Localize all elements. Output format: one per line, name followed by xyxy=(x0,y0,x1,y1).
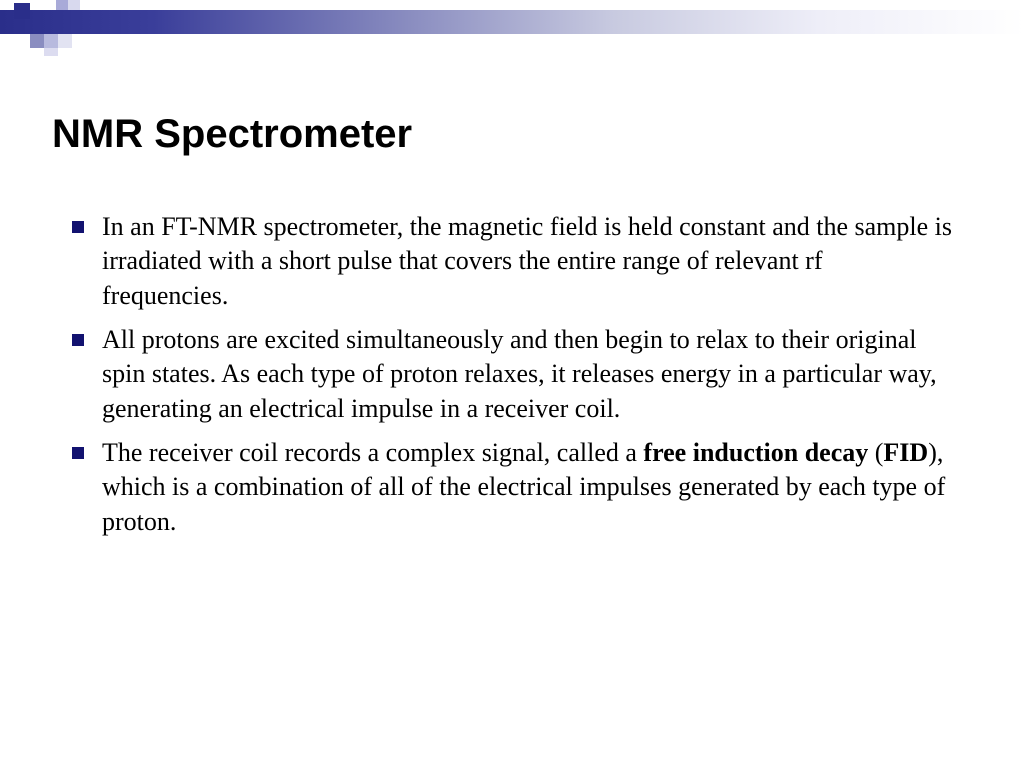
bullet-square-icon xyxy=(72,334,84,346)
decor-square xyxy=(44,34,58,48)
bullet-square-icon xyxy=(72,447,84,459)
decor-square xyxy=(68,0,80,10)
slide-body: In an FT-NMR spectrometer, the magnetic … xyxy=(72,210,952,549)
bullet-item: The receiver coil records a complex sign… xyxy=(72,436,952,539)
bullet-item: All protons are excited simultaneously a… xyxy=(72,323,952,426)
decor-square xyxy=(56,0,68,10)
bullet-text: In an FT-NMR spectrometer, the magnetic … xyxy=(102,210,952,313)
bullet-text: The receiver coil records a complex sign… xyxy=(102,436,952,539)
decor-square xyxy=(58,34,72,48)
header-decor-squares xyxy=(0,0,100,55)
decor-square xyxy=(30,34,44,48)
header-gradient-bar xyxy=(0,10,1024,34)
bullet-text: All protons are excited simultaneously a… xyxy=(102,323,952,426)
decor-square xyxy=(14,3,30,19)
decor-square xyxy=(44,48,58,56)
slide-title: NMR Spectrometer xyxy=(52,112,412,157)
bullet-item: In an FT-NMR spectrometer, the magnetic … xyxy=(72,210,952,313)
bullet-square-icon xyxy=(72,221,84,233)
